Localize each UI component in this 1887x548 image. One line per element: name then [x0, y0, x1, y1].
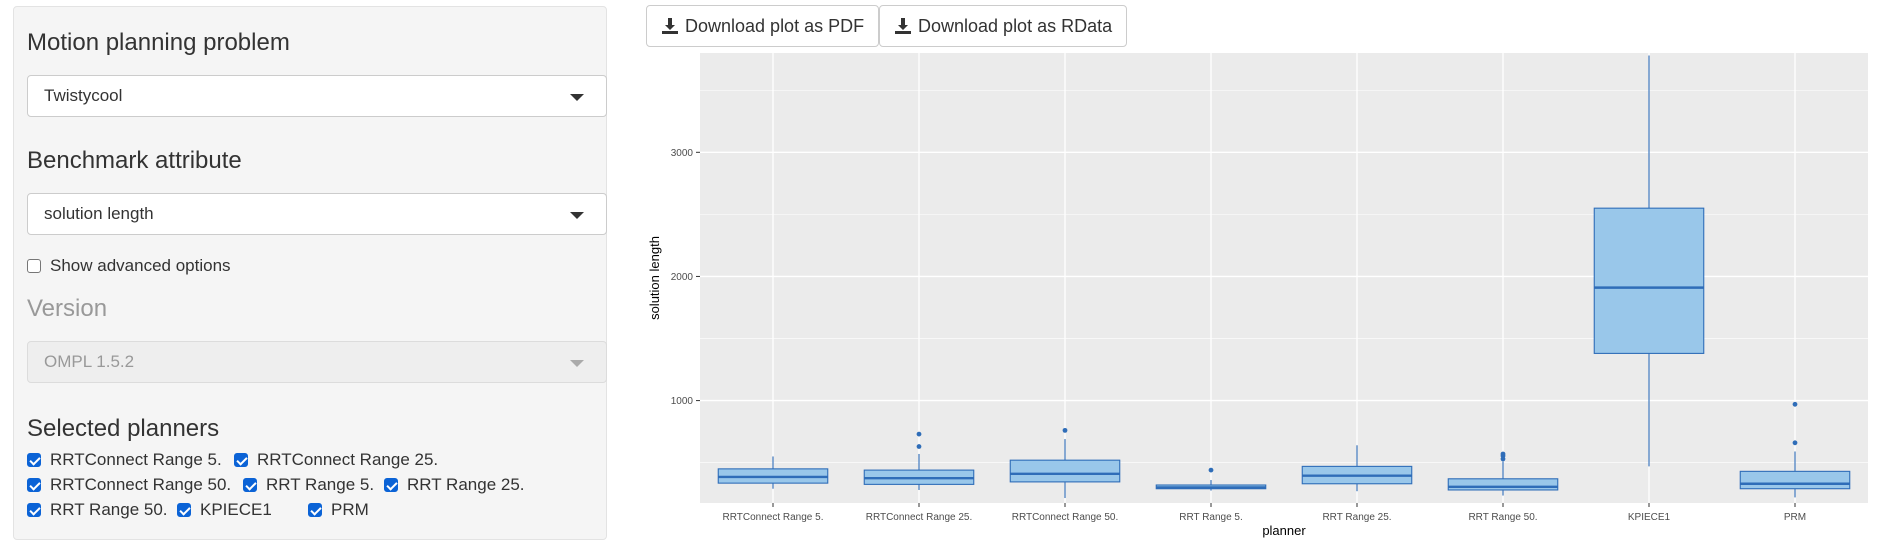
y-tick-label: 3000	[671, 148, 694, 159]
x-tick-label: RRTConnect Range 5.	[723, 512, 824, 523]
y-tick-label: 2000	[671, 272, 694, 283]
chevron-down-icon	[570, 94, 584, 101]
planner-checkbox-prm[interactable]: PRM	[308, 500, 369, 520]
x-axis-title: planner	[1262, 523, 1306, 538]
version-select: OMPL 1.5.2	[27, 341, 607, 383]
checkbox-checked-icon[interactable]	[27, 503, 41, 517]
outlier-point	[1208, 467, 1214, 473]
planner-label: RRTConnect Range 5.	[50, 450, 222, 469]
chevron-down-icon	[570, 360, 584, 367]
planner-checkbox-rrt-5[interactable]: RRT Range 5.	[243, 475, 374, 495]
planner-checkbox-rrt-50[interactable]: RRT Range 50.	[27, 500, 168, 520]
planner-label: RRTConnect Range 50.	[50, 475, 232, 494]
problem-label: Motion planning problem	[27, 29, 290, 56]
planner-checkbox-rrtconnect-50[interactable]: RRTConnect Range 50.	[27, 475, 231, 495]
box	[1593, 207, 1705, 354]
version-select-value: OMPL 1.5.2	[44, 352, 135, 371]
planner-checkbox-rrt-25[interactable]: RRT Range 25.	[384, 475, 525, 495]
box	[1739, 470, 1851, 490]
x-tick-label: RRTConnect Range 25.	[866, 512, 973, 523]
planner-label: RRTConnect Range 25.	[257, 450, 439, 469]
boxplot-chart: 1000 2000 3000 RRTConnect Range 5. RRTConne…	[647, 53, 1868, 538]
download-pdf-button[interactable]: Download plot as PDF	[646, 5, 880, 47]
problem-select-value: Twistycool	[44, 86, 123, 105]
checkbox-checked-icon[interactable]	[27, 453, 41, 467]
x-tick-label: RRT Range 50.	[1468, 512, 1537, 523]
chevron-down-icon	[570, 212, 584, 219]
x-tick-label: PRM	[1784, 512, 1806, 523]
planner-label: KPIECE1	[200, 500, 272, 519]
planner-label: RRT Range 5.	[266, 475, 375, 494]
advanced-options-label: Show advanced options	[50, 256, 231, 275]
x-tick-label: KPIECE1	[1628, 512, 1671, 523]
problem-select[interactable]: Twistycool	[27, 75, 607, 117]
download-rdata-button[interactable]: Download plot as RData	[879, 5, 1128, 47]
outlier-point	[1792, 401, 1798, 407]
box	[1447, 478, 1559, 491]
x-tick-label: RRT Range 25.	[1322, 512, 1391, 523]
advanced-options-checkbox[interactable]: Show advanced options	[27, 256, 231, 276]
planner-label: PRM	[331, 500, 369, 519]
planner-label: RRT Range 25.	[407, 475, 525, 494]
outlier-point	[916, 444, 922, 449]
checkbox-checked-icon[interactable]	[384, 478, 398, 492]
outlier-point	[1062, 427, 1068, 433]
outlier-point	[1792, 440, 1798, 446]
checkbox-checked-icon[interactable]	[177, 503, 191, 517]
checkbox-unchecked-icon[interactable]	[27, 259, 41, 273]
sidebar-panel: Motion planning problem Twistycool Bench…	[13, 6, 607, 540]
attribute-select[interactable]: solution length	[27, 193, 607, 235]
y-tick-label: 1000	[671, 396, 694, 407]
attribute-label: Benchmark attribute	[27, 147, 242, 174]
planner-checkbox-kpiece1[interactable]: KPIECE1	[177, 500, 272, 520]
checkbox-checked-icon[interactable]	[243, 478, 257, 492]
version-label: Version	[27, 295, 108, 322]
planner-checkbox-rrtconnect-5[interactable]: RRTConnect Range 5.	[27, 450, 222, 470]
download-pdf-label: Download plot as PDF	[685, 15, 865, 36]
y-axis-title: solution length	[647, 236, 662, 320]
download-icon	[894, 17, 912, 35]
download-icon	[661, 17, 679, 35]
outlier-point	[916, 431, 922, 437]
planner-checkbox-rrtconnect-25[interactable]: RRTConnect Range 25.	[234, 450, 438, 470]
planner-label: RRT Range 50.	[50, 500, 168, 519]
box	[1009, 459, 1121, 483]
checkbox-checked-icon[interactable]	[234, 453, 248, 467]
attribute-select-value: solution length	[44, 204, 154, 223]
checkbox-checked-icon[interactable]	[27, 478, 41, 492]
download-rdata-label: Download plot as RData	[918, 15, 1113, 36]
x-tick-label: RRT Range 5.	[1179, 512, 1243, 523]
checkbox-checked-icon[interactable]	[308, 503, 322, 517]
x-tick-label: RRTConnect Range 50.	[1012, 512, 1119, 523]
outlier-point	[1500, 451, 1506, 457]
planners-label: Selected planners	[27, 415, 220, 442]
